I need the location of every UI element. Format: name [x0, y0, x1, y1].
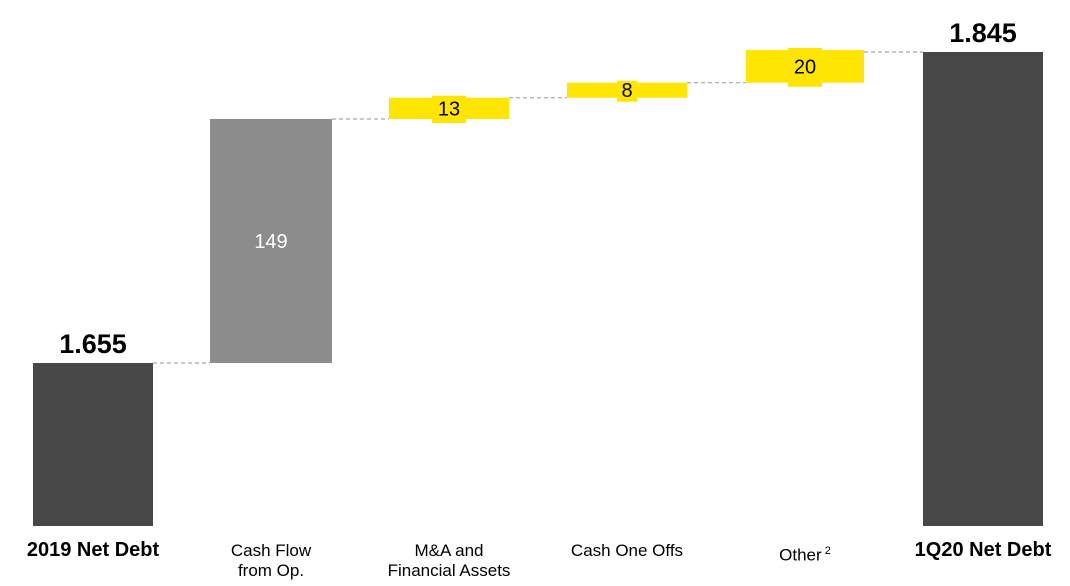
category-label-line: M&A and [414, 541, 484, 560]
footnote-marker: 2 [821, 545, 831, 557]
delta-value-label: 8 [621, 80, 632, 102]
category-label-line: Cash Flow [230, 541, 312, 560]
category-label-line: 1Q20 Net Debt [914, 539, 1052, 561]
category-label: 1Q20 Net Debt [898, 540, 1068, 560]
delta-bar [210, 119, 332, 363]
total-value-label: 1.845 [949, 18, 1017, 48]
delta-label-box [617, 80, 637, 102]
category-label-line: Financial Assets [387, 561, 511, 580]
delta-value-label: 13 [438, 98, 460, 120]
category-label-line: 2019 Net Debt [26, 539, 160, 561]
delta-label-box [788, 47, 822, 87]
category-label: Other 2 [720, 541, 890, 566]
total-bar [33, 363, 153, 526]
total-bar [923, 52, 1043, 526]
delta-value-label: 20 [794, 56, 816, 78]
delta-label-box [432, 95, 466, 123]
category-label: Cash One Offs [542, 541, 712, 561]
total-value-label: 1.655 [59, 329, 127, 359]
category-label: 2019 Net Debt [8, 540, 178, 560]
category-label-line: Cash One Offs [570, 541, 684, 560]
delta-value-label: 149 [254, 231, 287, 253]
category-label: M&A and Financial Assets [364, 541, 534, 581]
category-label-line: from Op. [237, 561, 305, 580]
category-label-line: Other 2 [779, 545, 831, 565]
category-label: Cash Flow from Op. [186, 541, 356, 581]
